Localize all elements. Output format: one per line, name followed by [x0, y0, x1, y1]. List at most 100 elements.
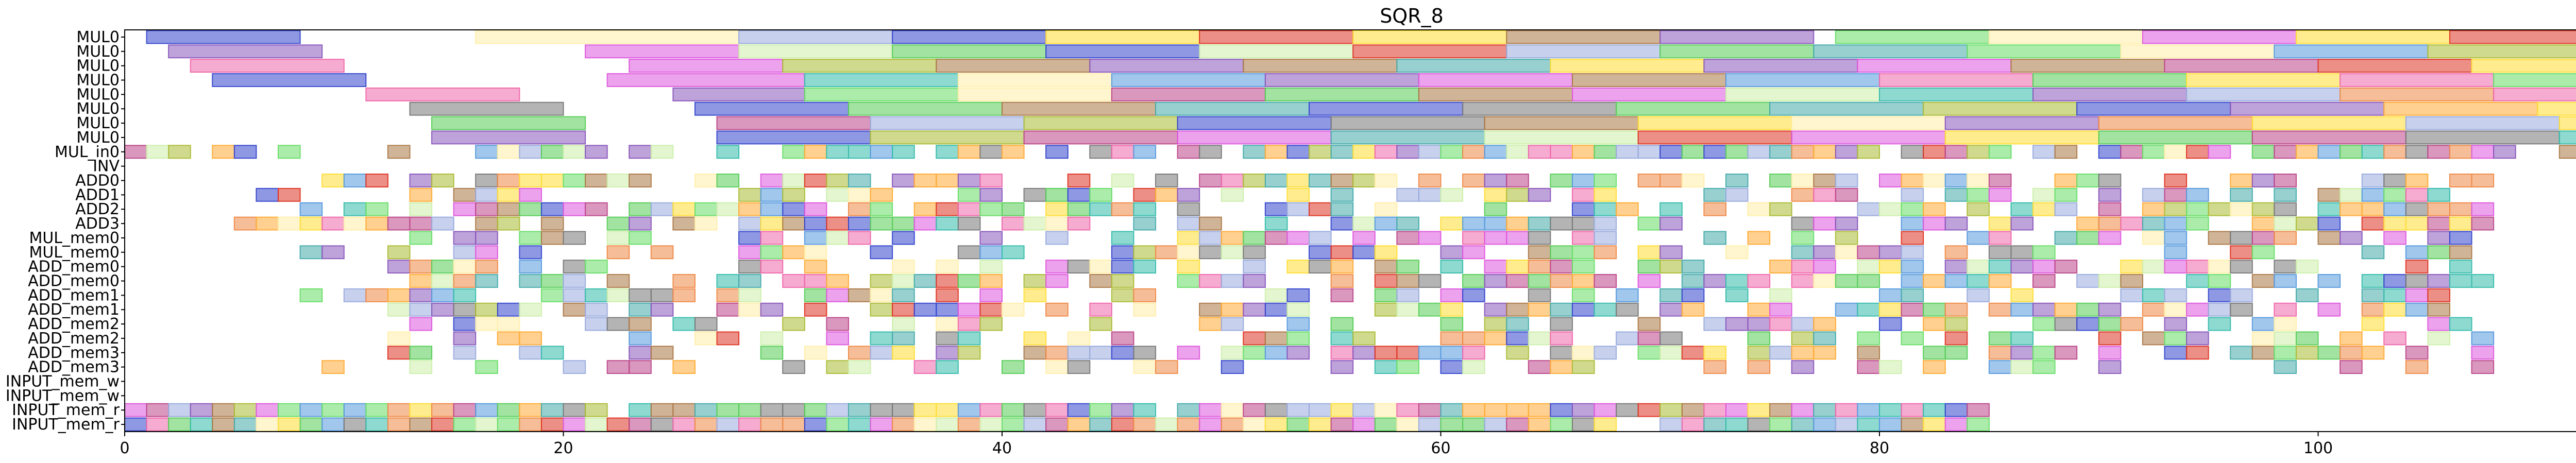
op-bar — [2406, 346, 2428, 359]
op-bar — [2472, 203, 2494, 216]
op-bar — [454, 418, 476, 431]
op-bar — [2362, 246, 2384, 259]
op-bar — [1945, 246, 1968, 259]
op-bar — [1660, 246, 1682, 259]
mul-task-bar — [2033, 88, 2187, 101]
op-bar — [717, 174, 739, 187]
op-bar — [1989, 260, 2011, 273]
op-bar — [2472, 174, 2494, 187]
op-bar — [761, 246, 783, 259]
op-bar — [1879, 289, 1902, 302]
op-bar — [1704, 346, 1726, 359]
op-bar — [1485, 188, 1507, 201]
op-bar — [1857, 145, 1879, 158]
op-bar — [1923, 275, 1945, 287]
op-bar — [454, 318, 476, 331]
op-bar — [1353, 246, 1375, 259]
mul-task-bar — [410, 102, 563, 115]
op-bar — [212, 145, 234, 158]
op-bar — [936, 418, 958, 431]
op-bar — [1222, 361, 1244, 373]
op-bar — [2143, 145, 2165, 158]
op-bar — [519, 303, 541, 316]
op-bar — [1572, 246, 1595, 259]
op-bar — [1550, 174, 1572, 187]
op-bar — [2384, 145, 2406, 158]
op-bar — [826, 361, 849, 373]
op-bar — [936, 260, 958, 273]
op-bar — [1857, 203, 1879, 216]
op-bar — [1353, 404, 1375, 417]
op-bar — [1309, 232, 1331, 245]
mul-task-bar — [783, 59, 936, 72]
op-bar — [1704, 188, 1726, 201]
op-bar — [2143, 217, 2165, 230]
op-bar — [1024, 332, 1046, 345]
op-bar — [1923, 404, 1945, 417]
op-bar — [849, 232, 871, 245]
op-bar — [519, 145, 541, 158]
op-bar — [739, 203, 761, 216]
op-bar — [958, 217, 980, 230]
op-bar — [607, 361, 630, 373]
op-bar — [498, 404, 520, 417]
op-bar — [2033, 318, 2055, 331]
op-bar — [2099, 275, 2121, 287]
op-bar — [936, 332, 958, 345]
op-bar — [1243, 404, 1265, 417]
op-bar — [1002, 361, 1024, 373]
op-bar — [1770, 346, 1792, 359]
op-bar — [1199, 318, 1222, 331]
op-bar — [191, 418, 213, 431]
op-bar — [849, 203, 871, 216]
op-bar — [1529, 232, 1551, 245]
op-bar — [1419, 232, 1441, 245]
op-bar — [2011, 217, 2033, 230]
op-bar — [761, 232, 783, 245]
op-bar — [1857, 404, 1879, 417]
mul-task-bar — [1112, 88, 1265, 101]
op-bar — [783, 203, 805, 216]
op-bar — [125, 404, 147, 417]
op-bar — [322, 361, 344, 373]
op-bar — [1331, 404, 1353, 417]
op-bar — [1397, 188, 1419, 201]
op-bar — [761, 346, 783, 359]
op-bar — [892, 260, 914, 273]
op-bar — [564, 404, 586, 417]
op-bar — [695, 418, 717, 431]
op-bar — [1550, 246, 1572, 259]
op-bar — [871, 332, 893, 345]
op-bar — [1375, 404, 1397, 417]
op-bar — [1726, 145, 1748, 158]
op-bar — [1506, 404, 1529, 417]
op-bar — [1287, 188, 1309, 201]
op-bar — [1726, 289, 1748, 302]
op-bar — [2230, 203, 2252, 216]
op-bar — [1178, 418, 1200, 431]
op-bar — [2033, 246, 2055, 259]
op-bar — [695, 217, 717, 230]
op-bar — [2340, 346, 2362, 359]
op-bar — [300, 246, 323, 259]
op-bar — [2099, 174, 2121, 187]
op-bar — [1506, 260, 1529, 273]
op-bar — [476, 404, 498, 417]
op-bar — [278, 217, 300, 230]
op-bar — [454, 260, 476, 273]
mul-task-bar — [1199, 45, 1353, 58]
op-bar — [1506, 332, 1529, 345]
op-bar — [2099, 303, 2121, 316]
op-bar — [1770, 289, 1792, 302]
op-bar — [2406, 289, 2428, 302]
op-bar — [1923, 303, 1945, 316]
op-bar — [1331, 203, 1353, 216]
op-bar — [1550, 332, 1572, 345]
op-bar — [564, 418, 586, 431]
op-bar — [1550, 346, 1572, 359]
mul-task-bar — [1770, 102, 1923, 115]
op-bar — [1792, 332, 1814, 345]
op-bar — [125, 145, 147, 158]
op-bar — [1441, 318, 1463, 331]
op-bar — [1879, 418, 1902, 431]
